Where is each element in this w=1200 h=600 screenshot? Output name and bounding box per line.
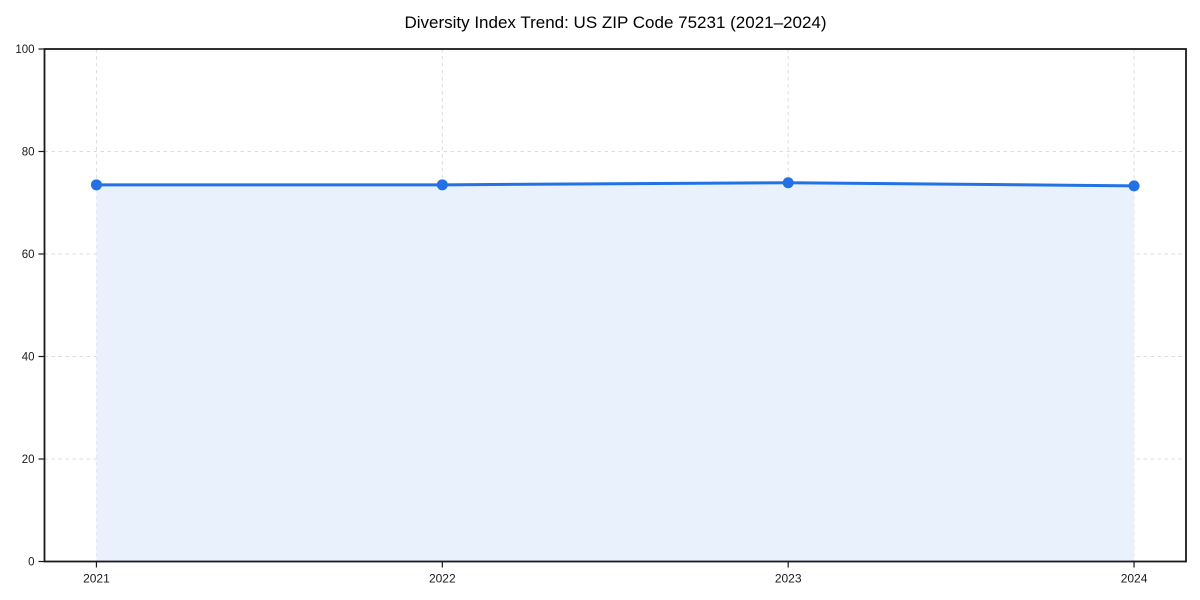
chart-title: Diversity Index Trend: US ZIP Code 75231… (404, 13, 827, 32)
axis-ticks: 0 20 40 60 80 100 2021 2022 2023 2024 (15, 44, 1147, 586)
y-tick-label: 40 (22, 352, 35, 364)
y-tick-label: 20 (22, 454, 35, 466)
x-tick-label: 2023 (775, 572, 802, 586)
x-tick-label: 2021 (83, 572, 110, 586)
data-point-2021 (90, 179, 102, 191)
x-tick-label: 2022 (429, 572, 456, 586)
x-tick-label: 2024 (1121, 572, 1148, 586)
data-point-2024 (1128, 180, 1140, 192)
data-point-2022 (436, 179, 448, 191)
data-point-2023 (782, 177, 794, 189)
trend-line (94, 181, 1136, 188)
area-fill (96, 182, 1135, 562)
y-tick-label: 60 (22, 249, 35, 261)
plot-border (43, 48, 1187, 563)
y-tick-label: 100 (15, 44, 34, 56)
y-tick-label: 0 (28, 557, 34, 569)
y-tick-label: 80 (22, 147, 35, 159)
